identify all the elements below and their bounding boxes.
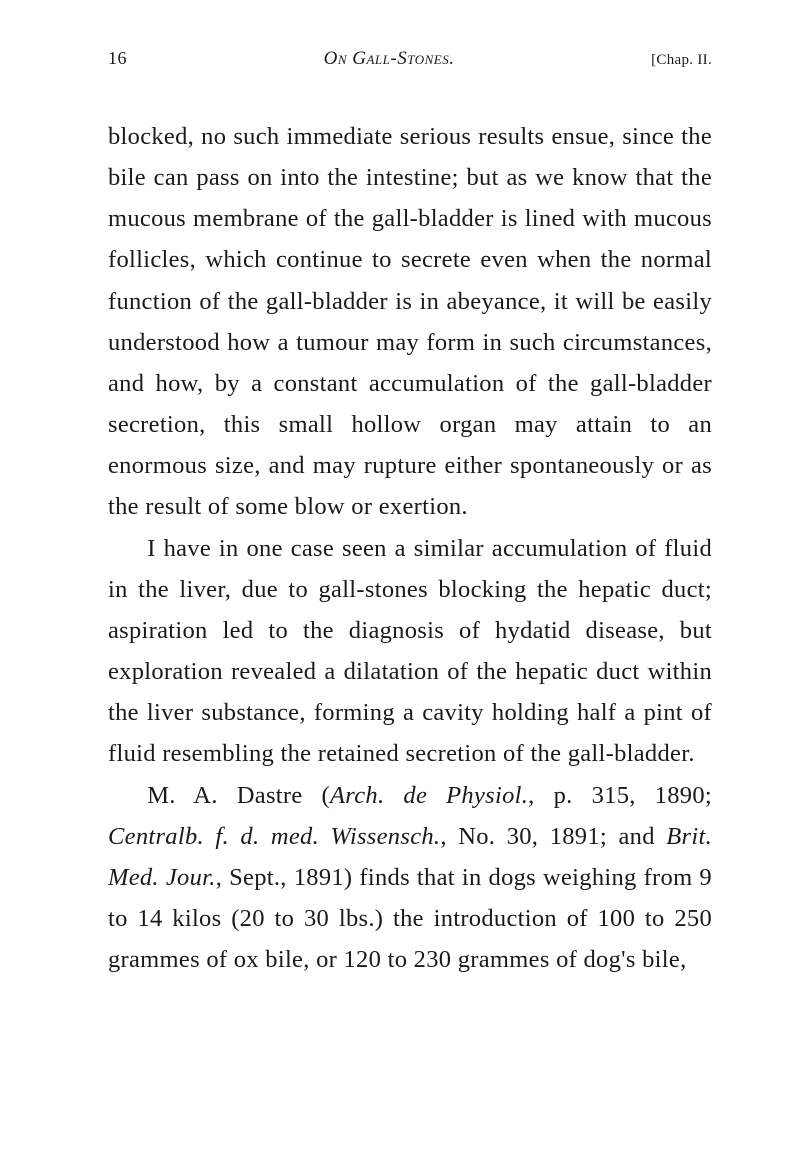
page-header: 16 On Gall-Stones. [Chap. II. xyxy=(108,48,712,70)
p3-citation-2: Centralb. f. d. med. Wissensch. xyxy=(108,823,440,850)
p3-citation-1: Arch. de Physiol. xyxy=(330,782,528,809)
paragraph-2: I have in one case seen a similar accumu… xyxy=(108,528,712,775)
chapter-label: [Chap. II. xyxy=(651,52,712,69)
paragraph-3: M. A. Dastre (Arch. de Physiol., p. 315,… xyxy=(108,775,712,981)
running-title: On Gall-Stones. xyxy=(324,48,455,70)
page-number: 16 xyxy=(108,48,127,69)
p3-text-1: M. A. Dastre ( xyxy=(147,782,330,809)
body-text: blocked, no such immediate serious resul… xyxy=(108,116,712,980)
p3-text-2: , p. 315, 1890; xyxy=(528,782,712,809)
p3-text-3: , No. 30, 1891; and xyxy=(440,823,666,850)
paragraph-1: blocked, no such immediate serious resul… xyxy=(108,116,712,528)
